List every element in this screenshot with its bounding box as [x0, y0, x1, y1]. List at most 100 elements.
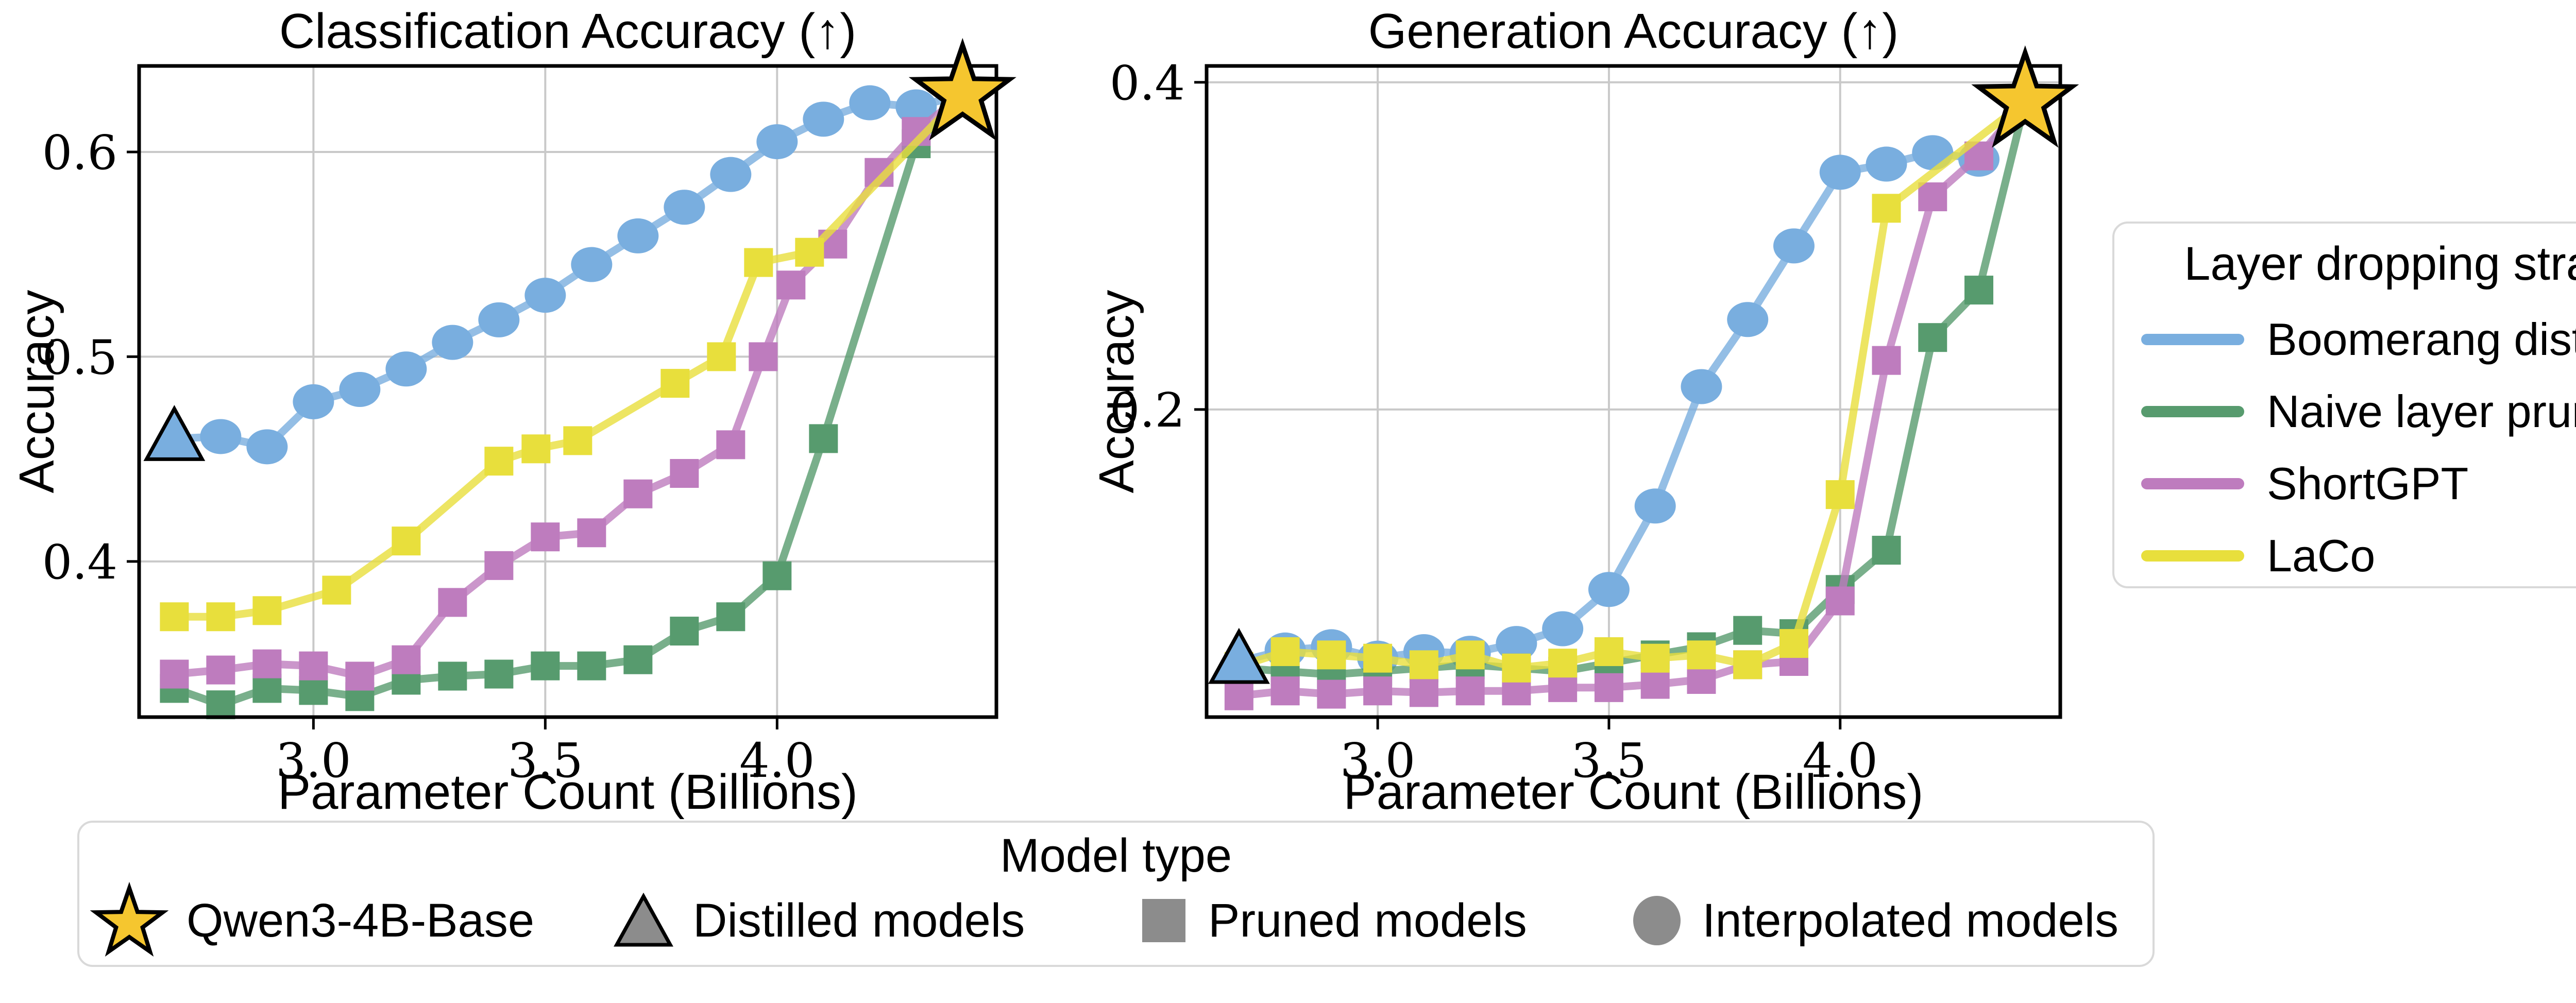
data-point-square — [1779, 629, 1808, 658]
data-point-square — [623, 645, 653, 674]
legend-item-label: Distilled models — [693, 894, 1025, 947]
naive-pruning-line-swatch-icon — [2141, 406, 2244, 417]
data-point-square — [438, 588, 467, 617]
data-point-square — [1687, 640, 1716, 670]
data-point-square — [1409, 650, 1438, 679]
data-point-square — [1548, 673, 1578, 702]
data-point-square — [206, 655, 235, 685]
data-point-square — [1918, 323, 1947, 352]
series-laco — [1224, 98, 2029, 683]
left-y-axis-label: Accuracy — [9, 290, 64, 494]
data-point-square — [776, 270, 806, 300]
data-point-square — [531, 651, 560, 681]
data-point-square — [1317, 640, 1346, 670]
data-point-square — [160, 659, 189, 689]
legend-item-shortgpt: ShortGPT — [2114, 458, 2576, 509]
data-point-circle — [664, 190, 705, 225]
x-tick-label: 3.0 — [1340, 733, 1415, 788]
data-point-square — [1317, 679, 1346, 709]
legend-item-distilled-models: Distilled models — [613, 880, 1025, 961]
legend-item-label: Boomerang distillation — [2267, 314, 2576, 365]
data-point-square — [206, 602, 235, 632]
data-point-square — [716, 430, 745, 460]
left-plot-chart-area: 3.0 3.5 4.0 0.4 0.5 0.6 — [42, 38, 1016, 788]
data-point-square — [1872, 346, 1901, 375]
x-tick-label: 3.5 — [507, 733, 583, 788]
data-point-square — [160, 602, 189, 632]
axes-spines — [1205, 64, 2062, 719]
data-point-square — [670, 617, 699, 646]
data-point-square — [744, 248, 773, 277]
data-point-circle — [524, 278, 566, 313]
data-point-square — [1455, 640, 1485, 670]
model-type-legend-title: Model type — [999, 829, 1232, 882]
data-point-square — [1270, 637, 1300, 666]
triangle-icon — [614, 892, 673, 947]
legend-item-pruned-models: Pruned models — [1138, 880, 1527, 961]
y-tick-label: 0.5 — [42, 330, 117, 385]
star-marker-qwen3-4b-base — [1971, 45, 2079, 148]
data-point-square — [670, 458, 699, 488]
data-point-square — [1733, 616, 1762, 645]
axes-spines — [137, 64, 998, 719]
data-point-square — [1640, 643, 1670, 673]
data-point-square — [1594, 637, 1623, 666]
data-point-square — [392, 645, 421, 674]
data-point-square — [1872, 194, 1901, 223]
data-point-circle — [617, 218, 659, 253]
data-point-square — [1872, 536, 1901, 565]
legend-item-boomerang-distillation: Boomerang distillation — [2114, 314, 2576, 365]
y-tick-label: 0.2 — [1110, 383, 1185, 438]
data-point-circle — [1773, 228, 1815, 264]
data-point-square — [521, 434, 551, 464]
legend-item-laco: LaCo — [2114, 530, 2576, 581]
data-point-square — [1640, 670, 1670, 699]
data-point-square — [1687, 665, 1716, 694]
series-shortgpt — [1224, 98, 2029, 710]
data-point-circle — [478, 302, 520, 337]
data-point-square — [484, 447, 514, 476]
data-point-square — [660, 369, 690, 398]
strategy-legend-title: Layer dropping strategy — [2184, 237, 2576, 290]
data-point-square — [1455, 676, 1485, 706]
x-tick-label: 4.0 — [739, 733, 815, 788]
right-plot-chart-area: 3.0 3.5 4.0 0.2 0.4 — [1110, 45, 2079, 788]
x-tick-label: 3.5 — [1571, 733, 1647, 788]
y-tick-label: 0.6 — [42, 125, 117, 180]
data-point-square — [1825, 586, 1855, 616]
data-point-circle — [1542, 611, 1584, 647]
series-line — [1235, 98, 2029, 672]
legend-item-label: LaCo — [2267, 530, 2376, 581]
boomerang-line-swatch-icon — [2141, 334, 2244, 345]
data-point-square — [563, 426, 592, 455]
data-point-square — [707, 342, 736, 371]
data-point-square — [392, 526, 421, 556]
data-point-square — [809, 424, 838, 453]
triangle-marker-distilled — [143, 405, 206, 461]
data-point-square — [1964, 276, 1994, 305]
shortgpt-line-swatch-icon — [2141, 478, 2244, 489]
series-naive-layer-pruning — [160, 91, 967, 720]
data-point-square — [1733, 650, 1762, 679]
data-point-square — [1224, 681, 1253, 710]
series-line — [170, 91, 967, 709]
data-point-circle — [710, 157, 752, 192]
model-type-legend: Model type Qwen3-4B-Base Distilled model… — [77, 821, 2155, 967]
data-point-circle — [756, 124, 798, 160]
layer-dropping-strategy-legend: Layer dropping strategy Boomerang distil… — [2112, 222, 2576, 588]
data-point-circle — [895, 89, 937, 125]
data-point-circle — [1866, 146, 1907, 182]
data-point-square — [484, 659, 514, 689]
data-point-circle — [1819, 155, 1861, 190]
data-point-square — [484, 551, 514, 580]
data-point-square — [762, 561, 792, 590]
series-laco — [160, 91, 967, 632]
legend-item-label: Pruned models — [1208, 894, 1527, 947]
data-point-circle — [432, 325, 473, 360]
data-point-circle — [1727, 302, 1769, 337]
legend-item-interpolated-models: Interpolated models — [1630, 880, 2119, 961]
data-point-square — [345, 661, 375, 691]
legend-item-label: ShortGPT — [2267, 458, 2469, 509]
data-point-circle — [200, 419, 242, 454]
data-point-square — [206, 690, 235, 720]
